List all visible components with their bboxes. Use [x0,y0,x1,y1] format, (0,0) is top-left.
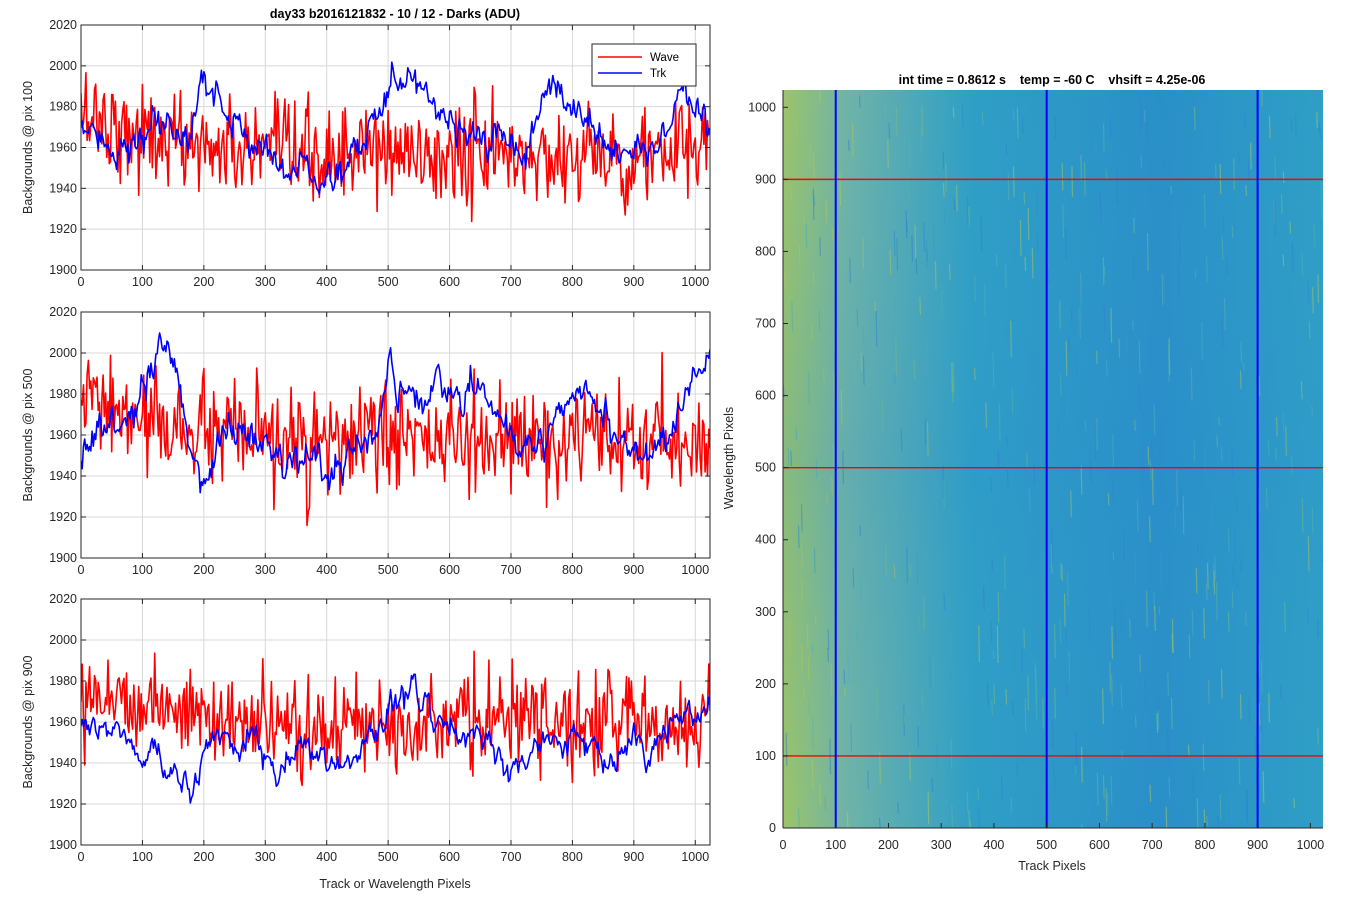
y-tick-label: 1920 [49,510,77,524]
heatmap-x-tick-label: 300 [931,838,952,852]
x-tick-label: 500 [378,563,399,577]
chart-panel-pix-500: 1900 1920 1940 1960 1980 2000 2020 0 100 200 300 40… [21,305,711,577]
heatmap-x-tick-label: 400 [984,838,1005,852]
heatmap-x-tick-label: 600 [1089,838,1110,852]
y-tick-label: 1900 [49,551,77,565]
x-tick-label: 400 [316,275,337,289]
y-tick-label: 2000 [49,346,77,360]
x-tick-label: 200 [193,563,214,577]
x-tick-label: 700 [501,275,522,289]
heatmap-y-tick-label: 300 [755,605,776,619]
x-tick-label: 200 [193,850,214,864]
heatmap-xlabel: Track Pixels [1018,859,1086,873]
x-tick-label: 0 [78,563,85,577]
y-axis-label: Backgrounds @ pix 500 [21,369,35,502]
y-tick-label: 2000 [49,633,77,647]
legend-label-wave: Wave [650,52,679,64]
heatmap-x-tick-label: 0 [780,838,787,852]
x-tick-label: 200 [193,275,214,289]
x-tick-label: 0 [78,275,85,289]
heatmap-x-tick-label: 500 [1036,838,1057,852]
y-tick-label: 1920 [49,797,77,811]
y-tick-label: 1960 [49,715,77,729]
y-tick-label: 1980 [49,387,77,401]
heatmap-y-tick-label: 900 [755,172,776,186]
series-line-trk [81,673,710,804]
heatmap-ylabel: Wavelength Pixels [722,407,736,509]
heatmap-y-tick-label: 100 [755,749,776,763]
heatmap-y-tick-label: 1000 [748,100,776,114]
heatmap-x-tick-label: 700 [1142,838,1163,852]
x-tick-label: 700 [501,563,522,577]
legend: Wave Trk [591,43,697,87]
x-tick-label: 900 [623,563,644,577]
x-tick-label: 800 [562,275,583,289]
heatmap-x-tick-label: 100 [825,838,846,852]
y-tick-label: 1980 [49,100,77,114]
y-tick-label: 1900 [49,263,77,277]
y-axis-label: Backgrounds @ pix 100 [21,81,35,214]
series-line-wave [81,650,710,787]
chart-panel-pix-100: 1900 1920 1940 1960 1980 2000 2020 0 100 200 300 40… [21,18,711,289]
x-tick-label: 100 [132,850,153,864]
x-tick-label: 600 [439,275,460,289]
x-tick-label: 600 [439,850,460,864]
heatmap-y-tick-label: 400 [755,533,776,547]
heatmap-y-tick-label: 600 [755,389,776,403]
series-line-trk [81,332,710,494]
series-line-trk [81,61,710,195]
heatmap-image: 0 100 200 300 400 500 600 700 800 900 1000 0 100 200 3… [748,90,1324,852]
heatmap-x-tick-label: 800 [1194,838,1215,852]
x-tick-label: 1000 [681,275,709,289]
heatmap-y-tick-label: 700 [755,317,776,331]
heatmap-y-tick-label: 0 [769,821,776,835]
y-tick-label: 2020 [49,305,77,319]
y-tick-label: 1980 [49,674,77,688]
x-tick-label: 400 [316,850,337,864]
y-axis-label: Backgrounds @ pix 900 [21,656,35,789]
y-tick-label: 2020 [49,18,77,32]
x-tick-label: 500 [378,275,399,289]
x-tick-label: 400 [316,563,337,577]
heatmap-x-tick-label: 200 [878,838,899,852]
x-tick-label: 300 [255,563,276,577]
y-tick-label: 1940 [49,756,77,770]
x-tick-label: 800 [562,850,583,864]
heatmap-title: int time = 0.8612 s temp = -60 C vhsift … [899,73,1206,87]
figure-title: day33 b2016121832 - 10 / 12 - Darks (ADU… [270,7,520,21]
y-tick-label: 2000 [49,59,77,73]
legend-label-trk: Trk [650,68,666,80]
line-chart-xlabel: Track or Wavelength Pixels [319,877,470,891]
x-tick-label: 300 [255,275,276,289]
x-tick-label: 100 [132,563,153,577]
x-tick-label: 500 [378,850,399,864]
x-tick-label: 700 [501,850,522,864]
heatmap-y-tick-label: 800 [755,244,776,258]
heatmap-y-tick-label: 500 [755,461,776,475]
y-tick-label: 1960 [49,428,77,442]
heatmap-y-tick-label: 200 [755,677,776,691]
y-tick-label: 1940 [49,469,77,483]
x-tick-label: 600 [439,563,460,577]
y-tick-label: 1900 [49,838,77,852]
chart-panel-pix-900: 1900 1920 1940 1960 1980 2000 2020 0 100 200 300 40… [21,592,711,864]
x-tick-label: 800 [562,563,583,577]
x-tick-label: 1000 [681,563,709,577]
x-tick-label: 100 [132,275,153,289]
y-tick-label: 1920 [49,222,77,236]
heatmap-panel: int time = 0.8612 s temp = -60 C vhsift … [722,73,1324,873]
x-tick-label: 0 [78,850,85,864]
y-tick-label: 1960 [49,141,77,155]
series-line-wave [81,71,710,223]
x-tick-label: 900 [623,275,644,289]
heatmap-x-tick-label: 900 [1247,838,1268,852]
x-tick-label: 1000 [681,850,709,864]
x-tick-label: 900 [623,850,644,864]
y-tick-label: 2020 [49,592,77,606]
y-tick-label: 1940 [49,181,77,195]
x-tick-label: 300 [255,850,276,864]
heatmap-x-tick-label: 1000 [1296,838,1324,852]
